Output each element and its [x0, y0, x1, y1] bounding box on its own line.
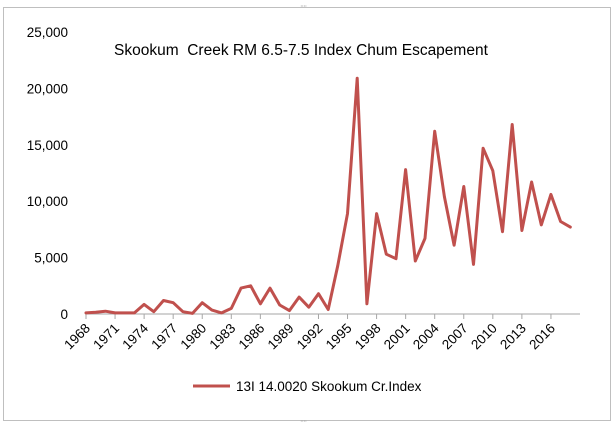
series-line	[84, 76, 572, 315]
x-tick-label: 2004	[410, 320, 442, 352]
y-tick-label: 0	[60, 307, 68, 322]
x-tick-label: 2001	[381, 321, 413, 353]
series-lines	[84, 76, 572, 315]
y-tick-label: 5,000	[34, 251, 68, 266]
axes	[85, 313, 580, 319]
resize-handle-bottom[interactable]: ····	[300, 417, 307, 426]
x-tick-label: 1992	[294, 321, 326, 353]
x-tick-label: 1971	[90, 321, 122, 353]
chart-title: Skookum Creek RM 6.5-7.5 Index Chum Esca…	[114, 42, 489, 59]
x-tick-label: 1980	[178, 321, 210, 353]
x-tick-label: 1977	[148, 321, 180, 353]
y-tick-label: 25,000	[27, 25, 68, 40]
x-tick-label: 2013	[497, 321, 529, 353]
x-tick-label: 1974	[119, 320, 151, 352]
y-tick-label: 10,000	[27, 194, 68, 209]
y-tick-label: 20,000	[27, 81, 68, 96]
x-tick-label: 2016	[526, 321, 558, 353]
x-tick-label: 1986	[236, 321, 268, 353]
y-axis-tick-labels: 0 5,000 10,000 15,000 20,000 25,000	[27, 25, 68, 322]
y-tick-label: 15,000	[27, 138, 68, 153]
x-tick-label: 2007	[439, 321, 471, 353]
x-tick-label: 1998	[352, 321, 384, 353]
legend-label: 13I 14.0020 Skookum Cr.Index	[236, 379, 422, 394]
x-tick-label: 1995	[323, 321, 355, 353]
x-axis-tick-labels: 1968197119741977198019831986198919921995…	[61, 320, 558, 352]
chart-area	[3, 7, 611, 421]
resize-handle-top[interactable]: ····	[300, 2, 307, 11]
x-tick-label: 2010	[468, 321, 500, 353]
x-tick-label: 1968	[61, 321, 93, 353]
x-tick-label: 1989	[265, 321, 297, 353]
legend: 13I 14.0020 Skookum Cr.Index	[193, 379, 422, 394]
x-tick-label: 1983	[207, 321, 239, 353]
